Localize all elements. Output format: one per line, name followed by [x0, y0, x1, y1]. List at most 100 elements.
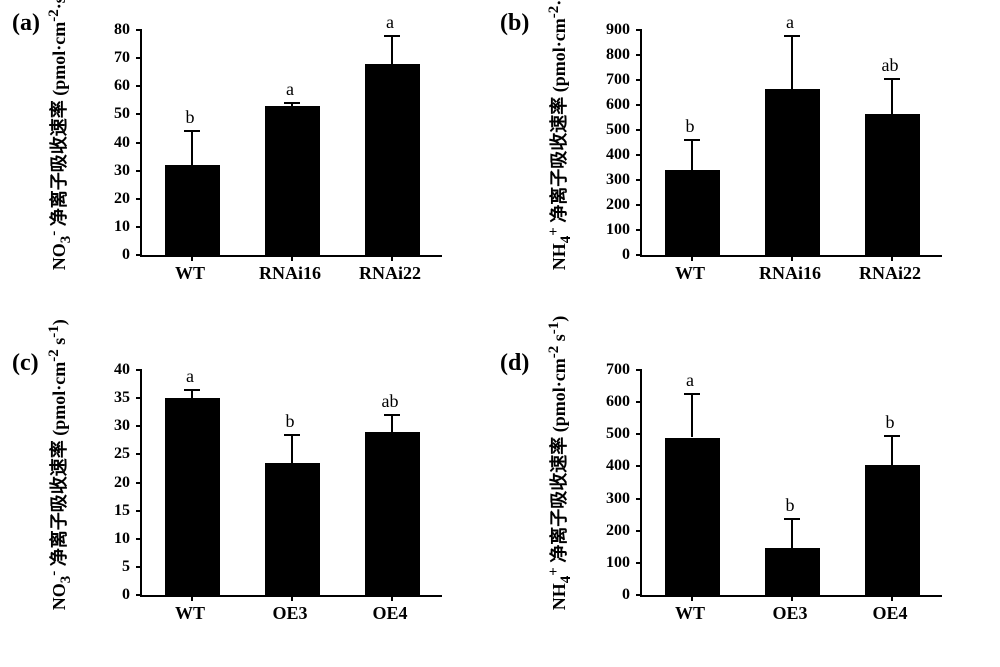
significance-label: b	[786, 495, 795, 516]
error-bar	[691, 394, 693, 437]
y-tick-label: 0	[122, 586, 130, 604]
y-tick-mark	[636, 204, 642, 206]
y-tick-label: 100	[606, 554, 630, 572]
y-tick-mark	[136, 198, 142, 200]
significance-label: a	[686, 370, 694, 391]
y-tick-mark	[136, 254, 142, 256]
y-tick-label: 700	[606, 361, 630, 379]
y-tick-mark	[136, 397, 142, 399]
error-cap	[884, 435, 900, 437]
y-tick-mark	[136, 453, 142, 455]
bar-d-1	[765, 548, 820, 595]
y-tick-mark	[636, 154, 642, 156]
y-tick-label: 25	[114, 445, 130, 463]
y-tick-mark	[136, 170, 142, 172]
y-tick-mark	[636, 594, 642, 596]
y-tick-mark	[636, 179, 642, 181]
significance-label: ab	[382, 391, 399, 412]
x-tick-label: WT	[675, 603, 705, 624]
x-tick-mark	[791, 595, 793, 601]
panel-label-d: (d)	[500, 350, 529, 377]
y-tick-label: 200	[606, 196, 630, 214]
error-cap	[184, 130, 200, 132]
error-bar	[891, 436, 893, 465]
y-tick-mark	[136, 482, 142, 484]
significance-label: a	[186, 366, 194, 387]
y-tick-label: 400	[606, 457, 630, 475]
y-tick-mark	[636, 104, 642, 106]
y-tick-label: 0	[622, 246, 630, 264]
error-bar	[391, 36, 393, 64]
y-tick-mark	[136, 510, 142, 512]
y-tick-mark	[136, 226, 142, 228]
y-tick-mark	[636, 79, 642, 81]
bar-b-2	[865, 114, 920, 255]
y-tick-mark	[636, 465, 642, 467]
error-cap	[184, 389, 200, 391]
error-bar	[291, 435, 293, 463]
y-tick-label: 300	[606, 171, 630, 189]
y-tick-label: 400	[606, 146, 630, 164]
y-tick-mark	[136, 369, 142, 371]
y-tick-mark	[636, 498, 642, 500]
y-tick-label: 10	[114, 530, 130, 548]
error-bar	[391, 415, 393, 432]
significance-label: a	[786, 12, 794, 33]
y-tick-mark	[136, 142, 142, 144]
x-tick-mark	[191, 595, 193, 601]
bar-d-2	[865, 465, 920, 595]
error-cap	[684, 393, 700, 395]
y-tick-label: 60	[114, 77, 130, 95]
error-cap	[384, 414, 400, 416]
y-tick-label: 600	[606, 393, 630, 411]
error-bar	[191, 131, 193, 165]
x-tick-label: RNAi16	[759, 263, 821, 284]
bar-c-0	[165, 398, 220, 595]
bar-d-0	[665, 438, 720, 596]
y-tick-label: 300	[606, 490, 630, 508]
figure-root: (a)NO3- 净离子吸收速率 (pmol·cm-2·s-1)010203040…	[0, 0, 1000, 667]
panel-label-a: (a)	[12, 10, 40, 37]
y-axis-label-b: NH4+ 净离子吸收速率 (pmol·cm-2·s-1)	[545, 137, 575, 157]
y-tick-mark	[636, 562, 642, 564]
y-tick-mark	[136, 566, 142, 568]
y-tick-mark	[636, 369, 642, 371]
panel-label-b: (b)	[500, 10, 529, 37]
y-tick-mark	[136, 29, 142, 31]
y-tick-label: 70	[114, 49, 130, 67]
x-tick-mark	[391, 595, 393, 601]
error-cap	[684, 139, 700, 141]
significance-label: a	[386, 12, 394, 33]
significance-label: b	[686, 116, 695, 137]
y-tick-label: 800	[606, 46, 630, 64]
y-tick-label: 200	[606, 522, 630, 540]
y-tick-label: 500	[606, 121, 630, 139]
y-tick-label: 10	[114, 218, 130, 236]
y-tick-label: 0	[122, 246, 130, 264]
y-tick-label: 30	[114, 162, 130, 180]
y-tick-label: 40	[114, 134, 130, 152]
error-cap	[784, 35, 800, 37]
significance-label: a	[286, 79, 294, 100]
y-tick-label: 30	[114, 417, 130, 435]
y-tick-label: 20	[114, 190, 130, 208]
y-tick-mark	[636, 129, 642, 131]
y-tick-label: 0	[622, 586, 630, 604]
y-tick-mark	[136, 538, 142, 540]
y-tick-mark	[636, 254, 642, 256]
x-tick-label: OE4	[372, 603, 407, 624]
bar-b-1	[765, 89, 820, 255]
y-tick-mark	[136, 57, 142, 59]
error-cap	[284, 102, 300, 104]
y-tick-mark	[636, 433, 642, 435]
y-axis-label-c: NO3- 净离子吸收速率 (pmol·cm-2 s-1)	[45, 477, 75, 497]
significance-label: ab	[882, 55, 899, 76]
bar-a-1	[265, 106, 320, 255]
x-tick-mark	[291, 255, 293, 261]
error-cap	[284, 434, 300, 436]
error-cap	[384, 35, 400, 37]
x-tick-mark	[891, 255, 893, 261]
error-bar	[691, 140, 693, 170]
y-tick-mark	[636, 29, 642, 31]
y-tick-mark	[136, 113, 142, 115]
